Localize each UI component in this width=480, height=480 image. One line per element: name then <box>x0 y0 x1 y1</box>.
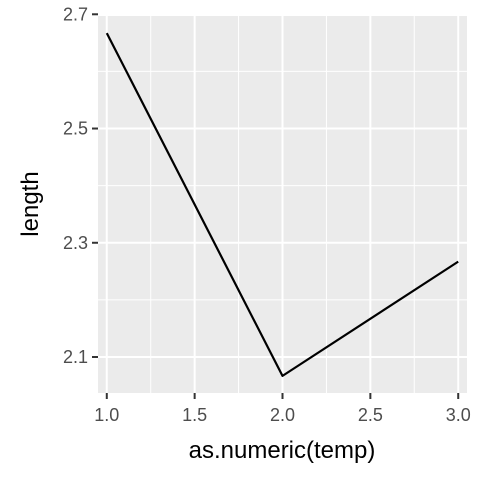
x-tick-label: 2.5 <box>358 405 383 425</box>
y-axis-title: length <box>17 171 44 236</box>
x-tick-label: 2.0 <box>270 405 295 425</box>
x-tick-label: 3.0 <box>446 405 471 425</box>
x-axis-title: as.numeric(temp) <box>189 437 376 464</box>
y-tick-label: 2.3 <box>63 233 88 253</box>
grid-major <box>98 13 467 393</box>
x-tick-label: 1.5 <box>182 405 207 425</box>
series-line <box>105 32 459 377</box>
x-tick-label: 1.0 <box>94 405 119 425</box>
y-tick-label: 2.1 <box>63 347 88 367</box>
y-tick-label: 2.5 <box>63 119 88 139</box>
y-tick-label: 2.7 <box>63 4 88 24</box>
series-layer <box>105 32 459 377</box>
y-axis: 2.1 2.3 2.5 2.7 <box>63 4 98 367</box>
x-axis: 1.0 1.5 2.0 2.5 3.0 <box>94 393 471 425</box>
